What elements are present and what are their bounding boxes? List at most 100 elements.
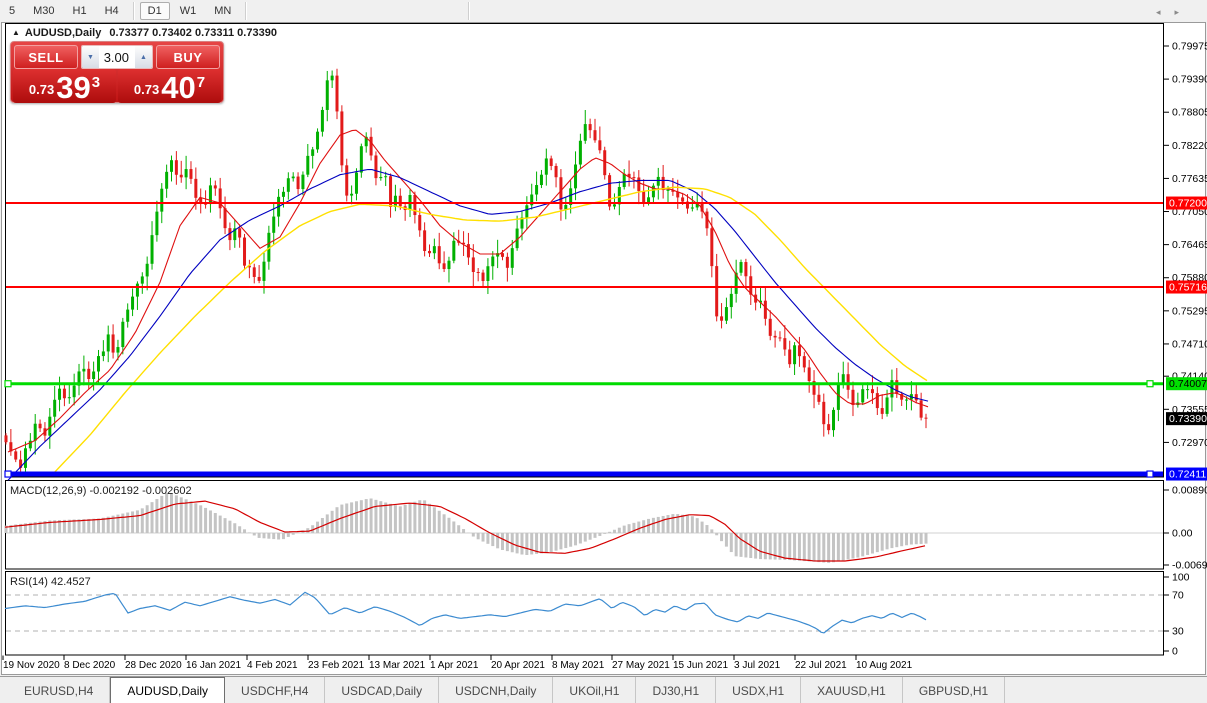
macd-tick-label: 0.008903 bbox=[1172, 484, 1207, 496]
tab-scroll-arrows[interactable]: ◂▸ bbox=[1156, 7, 1193, 18]
macd-name: MACD(12,26,9) bbox=[10, 485, 87, 497]
timeframe-button-mn[interactable]: MN bbox=[214, 5, 232, 17]
price-highlight-0.74007 bbox=[1166, 377, 1207, 391]
tab-audusd-daily[interactable]: AUDUSD,Daily bbox=[110, 677, 226, 703]
date-label: 20 Apr 2021 bbox=[491, 660, 545, 671]
macd-panel bbox=[5, 480, 1164, 570]
macd-signal-line bbox=[4, 500, 926, 562]
tab-usdx-h1[interactable]: USDX,H1 bbox=[716, 677, 802, 703]
ma-slow-line bbox=[54, 186, 928, 473]
date-label: 13 Mar 2021 bbox=[369, 660, 426, 671]
timeframe-button-d1[interactable]: D1 bbox=[139, 2, 170, 20]
chart-tab-bar: EURUSD,H4 AUDUSD,Daily USDCHF,H4 USDCAD,Dai… bbox=[0, 676, 1207, 703]
rsi-tick-label: 70 bbox=[1172, 590, 1184, 602]
price-tick-label: 0.76465 bbox=[1172, 239, 1207, 251]
rsi-tick-label: 0 bbox=[1172, 646, 1178, 658]
tab-usdcad-daily[interactable]: USDCAD,Daily bbox=[325, 677, 440, 703]
tab-usdchf-h4[interactable]: USDCHF,H4 bbox=[225, 677, 326, 703]
price-tick-label: 0.74710 bbox=[1172, 338, 1207, 350]
date-label: 8 May 2021 bbox=[552, 660, 605, 671]
tab-ukoil-h1[interactable]: UKOil,H1 bbox=[553, 677, 637, 703]
date-label: 22 Jul 2021 bbox=[795, 660, 847, 671]
macd-values: -0.002192 -0.002602 bbox=[89, 485, 192, 497]
rsi-label: RSI(14) 42.4527 bbox=[10, 576, 91, 588]
macd-tick-label: 0.00 bbox=[1172, 528, 1193, 540]
sell-price[interactable]: 0.73 39 3 bbox=[13, 69, 116, 103]
price-tick-label: 0.79975 bbox=[1172, 41, 1207, 53]
hline-marker bbox=[4, 470, 12, 478]
tab-scroll-right-icon[interactable]: ▸ bbox=[1174, 7, 1193, 17]
timeframe-button-5[interactable]: 5 bbox=[9, 5, 16, 17]
price-highlight-label: 0.74007 bbox=[1169, 378, 1207, 390]
macd-tick-label: -0.006977 bbox=[1172, 560, 1207, 572]
date-label: 10 Aug 2021 bbox=[856, 660, 913, 671]
chart-header: ▲ AUDUSD,Daily 0.73377 0.73402 0.73311 0.7… bbox=[12, 27, 277, 39]
volume-increase-icon[interactable]: ▲ bbox=[135, 46, 152, 68]
hline-marker bbox=[1146, 470, 1154, 478]
macd-axis: 0.008903 0.00 -0.006977 bbox=[1163, 484, 1207, 572]
hline-marker bbox=[4, 380, 12, 388]
date-label: 23 Feb 2021 bbox=[308, 660, 365, 671]
price-highlight-label: 0.77200 bbox=[1169, 198, 1207, 210]
tab-eurusd-h4[interactable]: EURUSD,H4 bbox=[8, 677, 111, 703]
buy-price-big: 40 bbox=[161, 70, 196, 105]
sell-price-big: 39 bbox=[56, 70, 91, 105]
rsi-tick-label: 30 bbox=[1172, 626, 1184, 638]
price-tick-label: 0.75295 bbox=[1172, 305, 1207, 317]
date-label: 4 Feb 2021 bbox=[247, 660, 298, 671]
buy-price[interactable]: 0.73 40 7 bbox=[118, 69, 221, 103]
tab-scroll-left-icon[interactable]: ◂ bbox=[1155, 7, 1175, 17]
date-label: 28 Dec 2020 bbox=[125, 660, 182, 671]
timeframe-button-h4[interactable]: H4 bbox=[104, 5, 119, 17]
date-label: 15 Jun 2021 bbox=[673, 660, 728, 671]
timeframe-button-m30[interactable]: M30 bbox=[33, 5, 55, 17]
volume-spinner: ▼ 3.00 ▲ bbox=[81, 45, 153, 69]
ohlc-values: 0.73377 0.73402 0.73311 0.73390 bbox=[109, 27, 277, 39]
one-click-trade-panel: SELL ▼ 3.00 ▲ BUY 0.73 39 3 0.73 40 7 bbox=[10, 41, 224, 103]
price-tick-label: 0.79390 bbox=[1172, 74, 1207, 86]
price-highlight-0.77200 bbox=[1166, 196, 1207, 210]
date-label: 8 Dec 2020 bbox=[64, 660, 116, 671]
price-highlight-0.72411 bbox=[1166, 467, 1207, 481]
rsi-value: 42.4527 bbox=[50, 576, 91, 588]
date-label: 27 May 2021 bbox=[612, 660, 670, 671]
sell-price-sup: 3 bbox=[91, 74, 101, 91]
price-tick-label: 0.72970 bbox=[1172, 437, 1207, 449]
rsi-name: RSI(14) bbox=[10, 576, 48, 588]
sell-price-prefix: 0.73 bbox=[28, 82, 55, 97]
rsi-axis: 100 70 30 0 bbox=[1163, 572, 1190, 658]
volume-input[interactable]: 3.00 bbox=[99, 46, 135, 68]
price-highlight-0.73390 bbox=[1166, 412, 1207, 426]
collapse-icon[interactable]: ▲ bbox=[12, 28, 20, 37]
timeframe-button-w1[interactable]: W1 bbox=[179, 5, 197, 17]
buy-price-sup: 7 bbox=[196, 74, 206, 91]
date-label: 19 Nov 2020 bbox=[3, 660, 60, 671]
chart-symbol-label: AUDUSD,Daily bbox=[24, 27, 102, 39]
price-tick-label: 0.77635 bbox=[1172, 173, 1207, 185]
price-highlight-label: 0.72411 bbox=[1169, 469, 1206, 481]
volume-decrease-icon[interactable]: ▼ bbox=[82, 46, 99, 68]
tab-gbpusd-h1[interactable]: GBPUSD,H1 bbox=[903, 677, 1006, 703]
ma-mid-line bbox=[7, 168, 929, 481]
tab-xauusd-h1[interactable]: XAUUSD,H1 bbox=[801, 677, 903, 703]
timeframe-toolbar: 5 M30 H1 H4 D1 W1 MN bbox=[0, 0, 1207, 22]
sell-button[interactable]: SELL bbox=[14, 45, 78, 69]
date-label: 3 Jul 2021 bbox=[734, 660, 781, 671]
macd-label: MACD(12,26,9) -0.002192 -0.002602 bbox=[10, 485, 192, 497]
rsi-tick-label: 100 bbox=[1172, 572, 1190, 584]
buy-button[interactable]: BUY bbox=[156, 45, 220, 69]
price-tick-label: 0.78220 bbox=[1172, 140, 1207, 152]
rsi-line bbox=[4, 591, 927, 634]
timeframe-button-h1[interactable]: H1 bbox=[72, 5, 87, 17]
date-label: 1 Apr 2021 bbox=[430, 660, 479, 671]
toolbar-separator bbox=[245, 2, 247, 20]
price-highlight-label: 0.73390 bbox=[1169, 413, 1207, 425]
tab-usdcnh-daily[interactable]: USDCNH,Daily bbox=[439, 677, 554, 703]
price-highlight-label: 0.75716 bbox=[1169, 282, 1207, 294]
price-highlight-0.75716 bbox=[1166, 280, 1207, 294]
toolbar-separator bbox=[468, 2, 469, 20]
buy-price-prefix: 0.73 bbox=[133, 82, 160, 97]
tab-dj30-h1[interactable]: DJ30,H1 bbox=[636, 677, 717, 703]
